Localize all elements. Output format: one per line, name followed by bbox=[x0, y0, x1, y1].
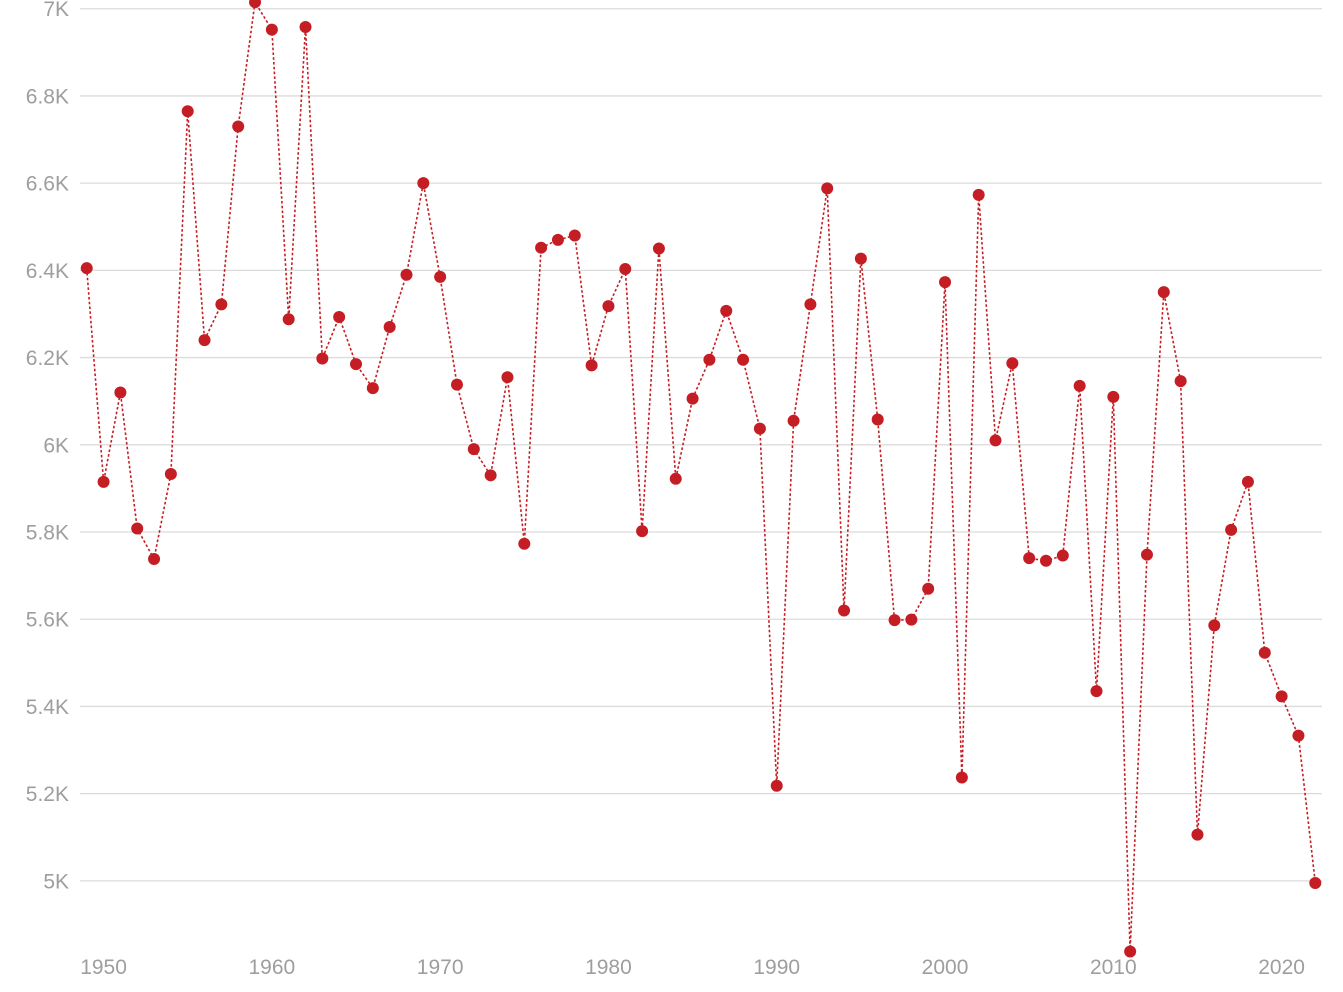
data-point[interactable] bbox=[400, 268, 413, 281]
data-point[interactable] bbox=[518, 537, 531, 550]
data-point[interactable] bbox=[316, 352, 329, 365]
grid-lines bbox=[80, 8, 1322, 882]
data-point[interactable] bbox=[80, 262, 93, 275]
y-tick-label: 6.8K bbox=[26, 85, 69, 108]
data-point[interactable] bbox=[1309, 877, 1322, 890]
data-point[interactable] bbox=[1292, 729, 1305, 742]
data-point[interactable] bbox=[804, 298, 817, 311]
data-points bbox=[80, 0, 1322, 958]
data-point[interactable] bbox=[787, 414, 800, 427]
data-point[interactable] bbox=[636, 525, 649, 538]
data-point[interactable] bbox=[1225, 523, 1238, 536]
data-point[interactable] bbox=[350, 358, 362, 371]
x-tick-label: 1980 bbox=[585, 956, 632, 979]
data-point[interactable] bbox=[669, 472, 682, 485]
data-point[interactable] bbox=[619, 263, 632, 276]
y-tick-label: 6.6K bbox=[26, 173, 69, 196]
data-point[interactable] bbox=[838, 604, 851, 617]
x-tick-label: 1970 bbox=[417, 956, 464, 979]
y-tick-label: 6.2K bbox=[26, 347, 69, 370]
data-point[interactable] bbox=[232, 120, 245, 133]
x-tick-label: 2000 bbox=[922, 956, 969, 979]
data-point[interactable] bbox=[265, 23, 278, 36]
data-point[interactable] bbox=[434, 270, 447, 283]
data-point[interactable] bbox=[215, 298, 228, 311]
data-point[interactable] bbox=[467, 443, 480, 456]
data-point[interactable] bbox=[871, 413, 884, 426]
data-point[interactable] bbox=[652, 242, 665, 255]
data-point[interactable] bbox=[955, 771, 968, 784]
data-point[interactable] bbox=[905, 613, 918, 626]
x-tick-label: 1960 bbox=[248, 956, 295, 979]
data-point[interactable] bbox=[854, 252, 867, 265]
data-point[interactable] bbox=[1275, 690, 1288, 703]
y-tick-label: 5.4K bbox=[26, 696, 69, 719]
x-tick-label: 1950 bbox=[80, 956, 127, 979]
data-point[interactable] bbox=[1090, 685, 1103, 698]
y-tick-label: 6K bbox=[43, 434, 69, 457]
data-point[interactable] bbox=[1241, 475, 1254, 488]
data-point[interactable] bbox=[249, 0, 262, 9]
data-point[interactable] bbox=[720, 304, 733, 317]
data-point[interactable] bbox=[198, 334, 211, 347]
data-point[interactable] bbox=[1006, 357, 1019, 370]
data-point[interactable] bbox=[602, 300, 615, 313]
data-point[interactable] bbox=[450, 378, 463, 391]
data-point[interactable] bbox=[148, 553, 161, 566]
data-point[interactable] bbox=[737, 353, 750, 366]
data-point[interactable] bbox=[131, 522, 144, 535]
data-point[interactable] bbox=[703, 353, 716, 366]
data-point[interactable] bbox=[1191, 828, 1204, 841]
data-point[interactable] bbox=[164, 468, 177, 481]
data-point[interactable] bbox=[1124, 945, 1137, 958]
data-point[interactable] bbox=[989, 434, 1002, 447]
data-point[interactable] bbox=[568, 229, 581, 242]
data-point[interactable] bbox=[686, 392, 699, 405]
data-point[interactable] bbox=[1157, 286, 1170, 299]
y-tick-label: 6.4K bbox=[26, 260, 69, 283]
data-point[interactable] bbox=[1040, 554, 1052, 567]
x-axis-tick-labels: 1950 1960 1970 1980 1990 2000 2010 2020 bbox=[80, 956, 1305, 979]
data-point[interactable] bbox=[821, 182, 834, 195]
y-tick-label: 5.8K bbox=[26, 522, 69, 545]
data-point[interactable] bbox=[1140, 548, 1153, 561]
y-tick-label: 7K bbox=[43, 0, 69, 21]
y-axis-tick-labels: 5K 5.2K 5.4K 5.6K 5.8K 6K 6.2K 6.4K 6.6K 6.8K 7K bbox=[26, 0, 69, 893]
data-point[interactable] bbox=[585, 359, 598, 372]
data-point[interactable] bbox=[1107, 390, 1120, 403]
data-point[interactable] bbox=[1208, 619, 1221, 632]
data-point[interactable] bbox=[888, 614, 901, 627]
x-tick-label: 2020 bbox=[1258, 956, 1305, 979]
data-point[interactable] bbox=[484, 469, 497, 482]
data-point[interactable] bbox=[1174, 375, 1187, 388]
data-point[interactable] bbox=[1056, 549, 1069, 562]
data-point[interactable] bbox=[1073, 379, 1086, 392]
data-point[interactable] bbox=[417, 177, 430, 190]
data-point[interactable] bbox=[939, 276, 952, 289]
data-point[interactable] bbox=[1023, 552, 1036, 565]
data-point[interactable] bbox=[282, 313, 295, 326]
data-point[interactable] bbox=[383, 321, 396, 334]
data-point[interactable] bbox=[922, 582, 935, 595]
data-point[interactable] bbox=[501, 371, 514, 384]
data-point[interactable] bbox=[181, 105, 194, 118]
data-point[interactable] bbox=[551, 233, 564, 246]
data-point[interactable] bbox=[1258, 646, 1271, 659]
data-point[interactable] bbox=[333, 311, 346, 324]
data-point[interactable] bbox=[535, 241, 548, 254]
y-tick-label: 5.6K bbox=[26, 609, 69, 632]
series-line bbox=[85, 0, 1317, 952]
data-point[interactable] bbox=[97, 475, 110, 488]
data-point[interactable] bbox=[972, 188, 985, 201]
data-point[interactable] bbox=[366, 382, 379, 395]
x-tick-label: 1990 bbox=[753, 956, 800, 979]
y-tick-label: 5.2K bbox=[26, 783, 69, 806]
y-tick-label: 5K bbox=[43, 870, 69, 893]
data-point[interactable] bbox=[770, 779, 783, 792]
data-point[interactable] bbox=[753, 422, 766, 435]
data-point[interactable] bbox=[114, 386, 127, 399]
x-tick-label: 2010 bbox=[1090, 956, 1137, 979]
data-point[interactable] bbox=[299, 21, 312, 34]
